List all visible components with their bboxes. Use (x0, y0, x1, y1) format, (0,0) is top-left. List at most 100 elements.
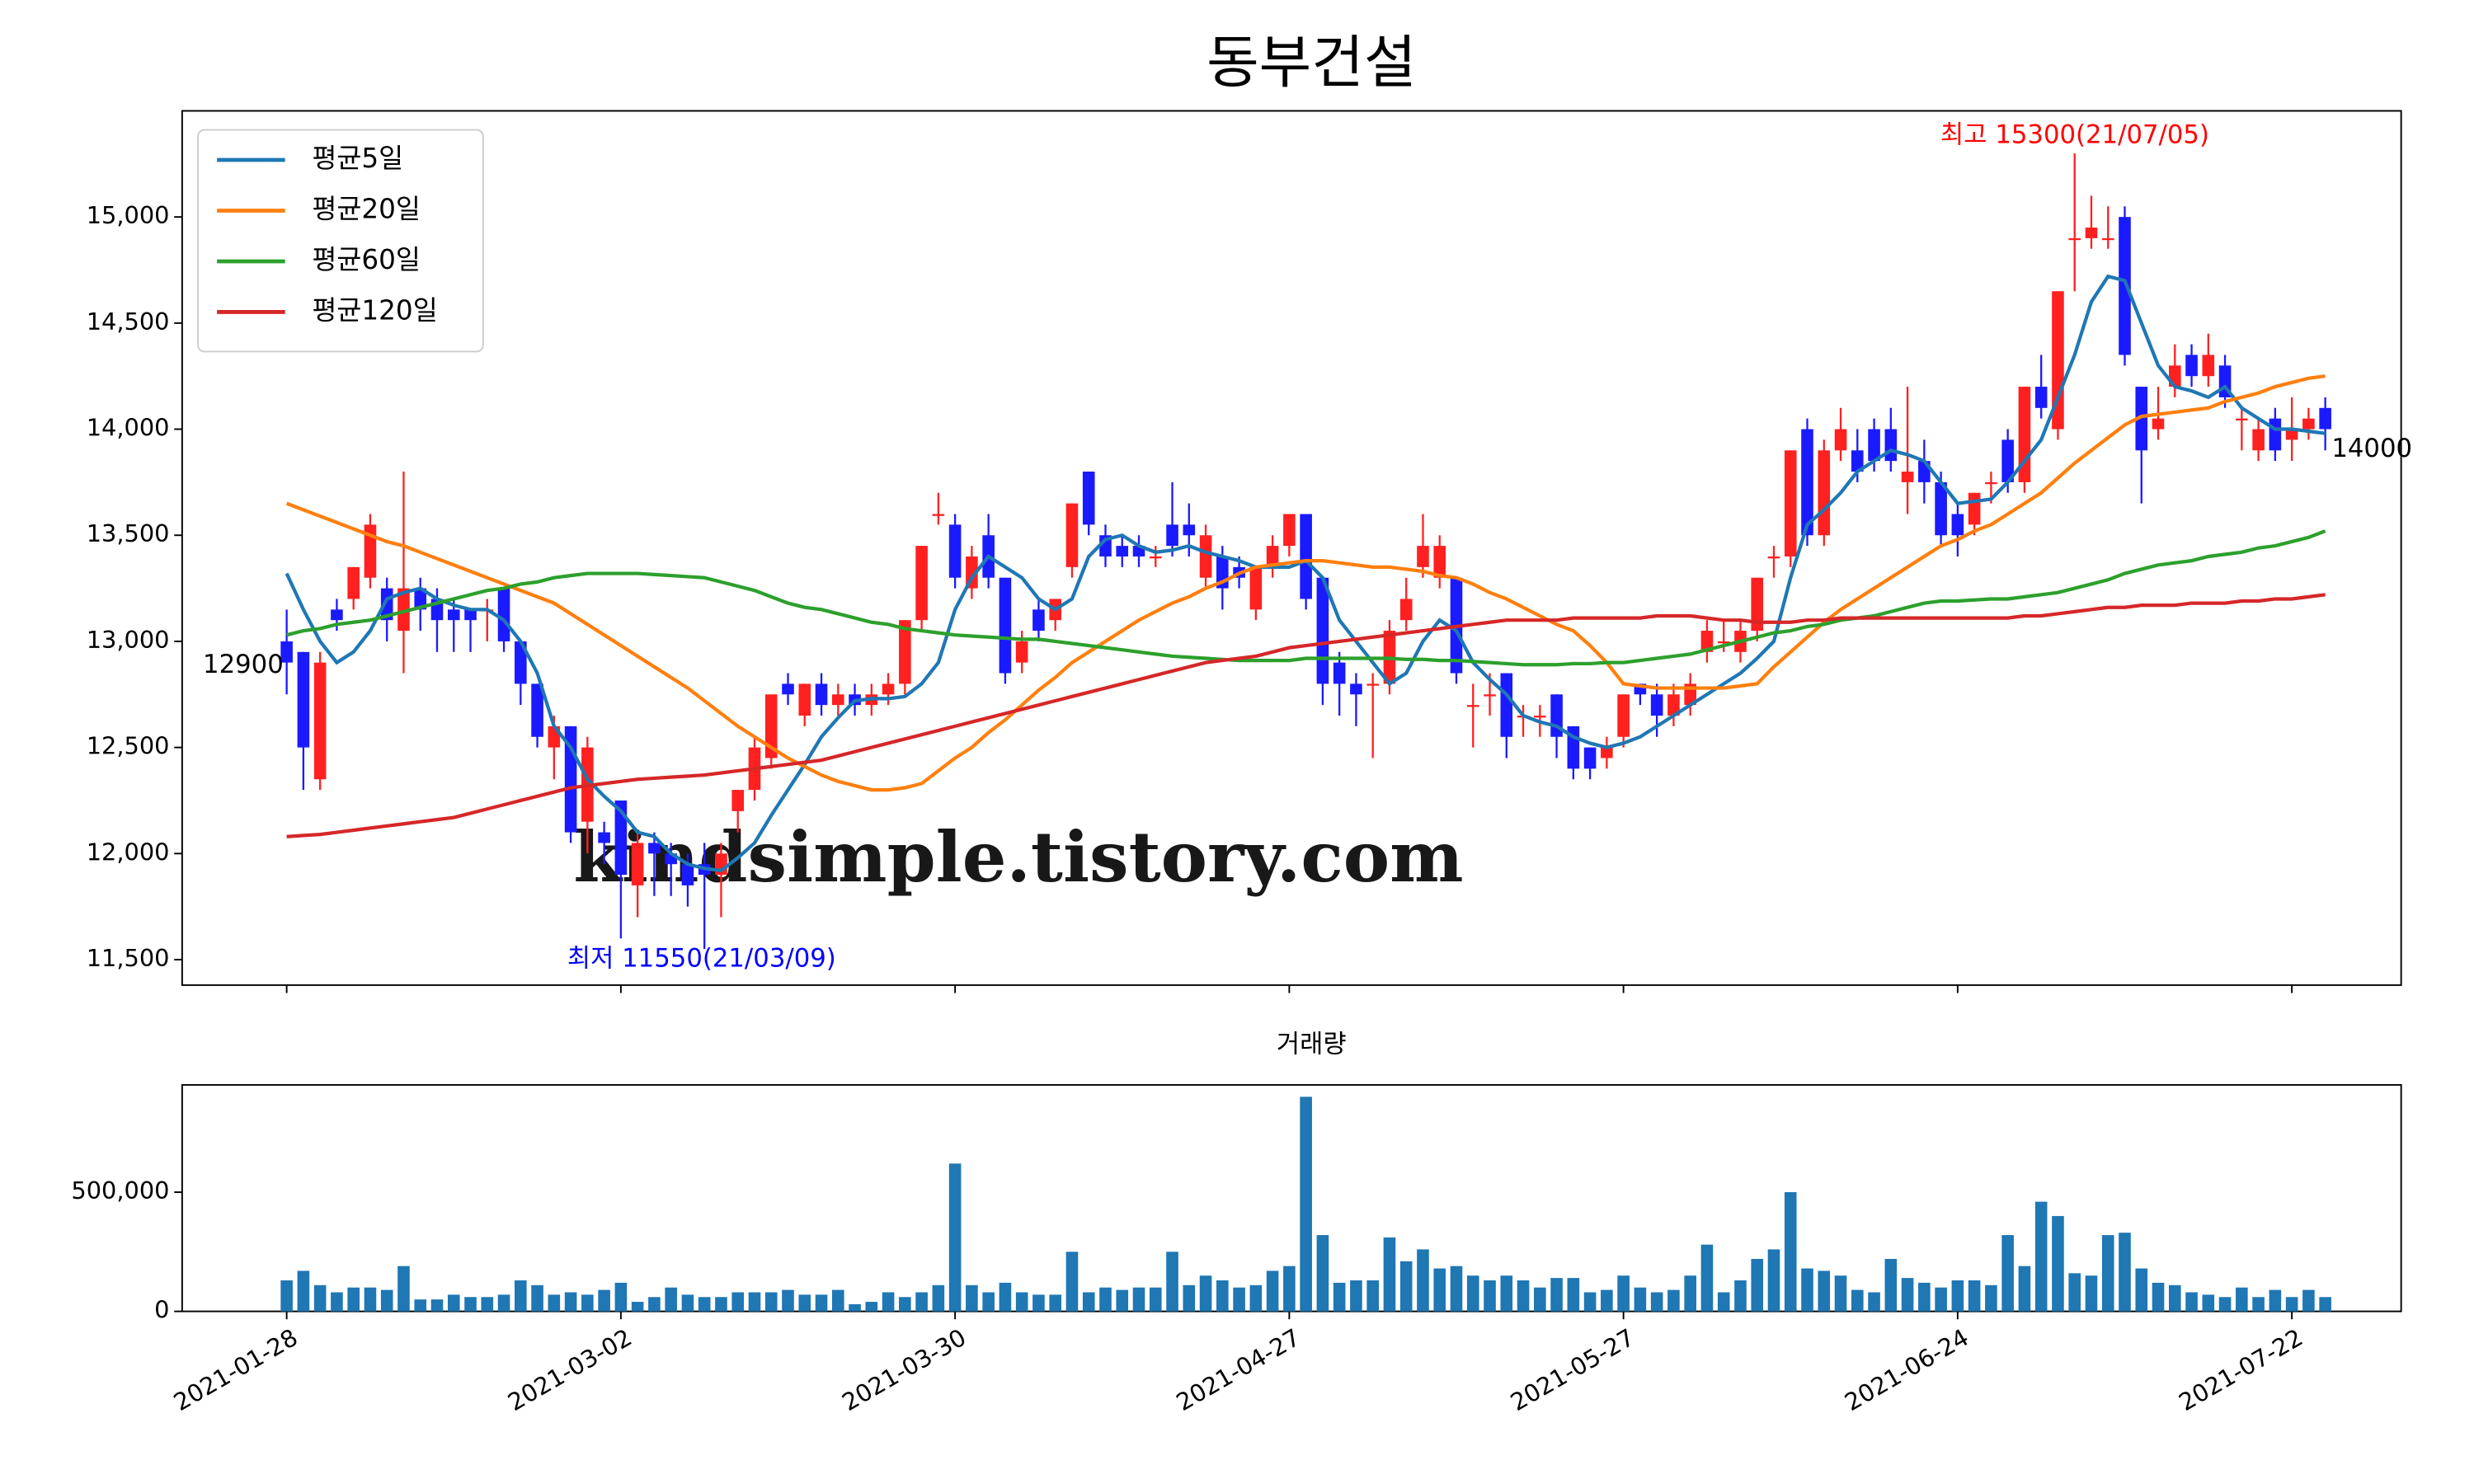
candle-body (1968, 492, 1981, 525)
candle-body (1082, 472, 1095, 525)
volume-bar (380, 1289, 393, 1312)
y-tick-label: 12,500 (87, 732, 170, 760)
volume-bar (1684, 1275, 1696, 1312)
volume-bar (1968, 1280, 1981, 1312)
candle-body (2236, 418, 2248, 420)
volume-bar (1183, 1284, 1196, 1312)
volume-bar (831, 1289, 844, 1312)
volume-bar (1316, 1235, 1329, 1312)
candle-body (1717, 641, 1730, 644)
volume-bar (2001, 1235, 2014, 1312)
candle-body (2302, 418, 2315, 430)
candle-body (331, 609, 343, 621)
candle-body (1951, 514, 1964, 536)
candle-body (1884, 429, 1898, 462)
legend-box (197, 129, 484, 353)
volume-bar (798, 1294, 811, 1312)
volume-bar (1550, 1278, 1563, 1312)
candle-body (948, 524, 962, 578)
candle-body (882, 683, 895, 695)
volume-bar (1149, 1287, 1162, 1312)
candle-body (1801, 429, 1813, 536)
candle-body (1583, 747, 1597, 769)
candle-body (1818, 450, 1831, 536)
candle-body (2319, 407, 2331, 430)
candle-body (515, 641, 527, 684)
volume-bar (1099, 1287, 1112, 1312)
volume-bar (1283, 1266, 1296, 1312)
volume-bar (715, 1297, 727, 1312)
volume-bar (481, 1297, 494, 1312)
volume-y-tick-label: 0 (154, 1296, 169, 1324)
candle-body (313, 662, 327, 780)
candle-body (1901, 472, 1914, 482)
volume-bar (430, 1299, 444, 1312)
candle-body (1466, 705, 1479, 707)
min-annotation: 최저 11550(21/03/09) (567, 944, 836, 974)
volume-bar (280, 1280, 293, 1312)
volume-bar (1484, 1280, 1496, 1312)
candle-body (297, 651, 310, 748)
y-tick-label: 14,000 (87, 414, 170, 442)
volume-bar (2302, 1289, 2315, 1312)
volume-bar (1517, 1280, 1530, 1312)
candle-body (1700, 631, 1714, 652)
volume-bar (748, 1292, 761, 1312)
candle-body (681, 864, 694, 885)
candle-body (1183, 524, 1196, 536)
y-tick-label: 14,500 (87, 308, 170, 336)
candle-body (2119, 217, 2131, 355)
y-tick-label: 15,000 (87, 201, 170, 229)
volume-bar (1450, 1266, 1463, 1312)
candle-body (932, 514, 945, 516)
candle-body (614, 800, 628, 876)
volume-bar (1534, 1287, 1546, 1312)
volume-bar (1985, 1284, 1997, 1312)
candle-body (2001, 439, 2014, 482)
candle-body (1534, 716, 1546, 718)
volume-bar (1700, 1244, 1714, 1312)
volume-bar (548, 1294, 561, 1312)
volume-bar (631, 1302, 644, 1312)
candle-body (782, 683, 794, 695)
volume-bar (2319, 1297, 2331, 1312)
volume-bar (1751, 1258, 1764, 1312)
volume-bar (2152, 1282, 2165, 1312)
volume-bar (882, 1292, 895, 1312)
volume-bar (2168, 1284, 2181, 1312)
volume-bar (1350, 1280, 1362, 1312)
candle-body (531, 683, 543, 737)
volume-bar (2285, 1297, 2298, 1312)
volume-bar (1132, 1287, 1145, 1312)
candle-body (2285, 429, 2298, 440)
chart-title: 동부건설 (1206, 31, 1416, 96)
candle-body (1249, 566, 1263, 610)
candle-body (1784, 450, 1797, 556)
candle-body (2034, 387, 2048, 408)
candle-body (1366, 683, 1379, 686)
price-frame (181, 110, 2402, 986)
candle-body (1283, 514, 1296, 547)
volume-bar (1901, 1278, 1914, 1312)
candle-body (1149, 556, 1162, 559)
volume-bar (2135, 1268, 2148, 1312)
candle-body (2252, 429, 2265, 451)
volume-bar (313, 1284, 327, 1312)
volume-bar (531, 1284, 543, 1312)
candle-body (999, 577, 1012, 674)
volume-bar (1500, 1275, 1513, 1312)
volume-bar (414, 1299, 427, 1312)
candle-body (1868, 429, 1880, 462)
volume-bar (815, 1294, 828, 1312)
candle-body (2101, 237, 2114, 241)
ma-line (285, 374, 2326, 792)
volume-bar (1583, 1292, 1597, 1312)
volume-bar (598, 1289, 610, 1312)
candle-body (1500, 673, 1513, 737)
candle-body (2185, 355, 2198, 377)
volume-bar (447, 1294, 460, 1312)
candle-body (464, 609, 477, 621)
volume-bar (331, 1292, 343, 1312)
ma-line (286, 529, 2326, 667)
candle-body (1601, 747, 1613, 758)
